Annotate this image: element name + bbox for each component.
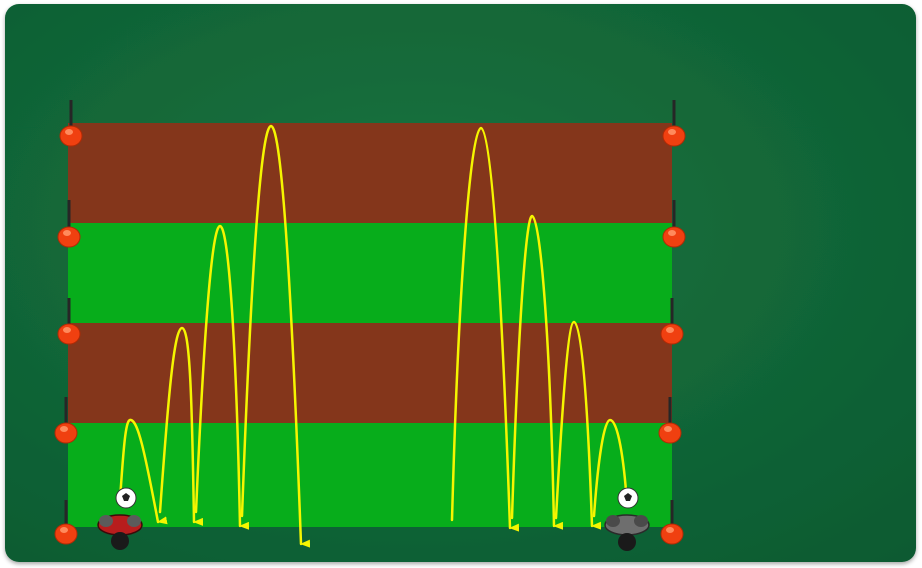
player-right: [604, 487, 650, 551]
jump-arc: [158, 326, 204, 526]
cone-marker: [57, 200, 81, 248]
left-cones: [54, 100, 83, 545]
cone-marker: [54, 500, 78, 545]
player-head: [618, 533, 636, 551]
cone-marker: [662, 200, 686, 248]
cone-marker: [59, 100, 83, 147]
stripe-green-2: [68, 423, 672, 527]
cone-marker: [660, 500, 684, 545]
jump-arc: [194, 224, 250, 530]
left-jump-arcs: [118, 124, 311, 548]
soccer-ball-icon: [115, 487, 137, 509]
jump-arc: [240, 124, 311, 548]
right-cones: [658, 100, 686, 545]
cone-marker: [658, 397, 682, 444]
player-left: [97, 487, 143, 550]
cone-marker: [54, 397, 78, 444]
stripe-red-2: [68, 323, 672, 423]
stripe-red-1: [68, 123, 672, 223]
right-jump-arcs: [450, 126, 629, 532]
cone-marker: [662, 100, 686, 147]
cone-marker: [660, 298, 684, 345]
field: [68, 123, 672, 527]
player-head: [111, 532, 129, 550]
jump-arc: [510, 214, 564, 530]
jump-arc: [450, 126, 520, 532]
jump-arc: [592, 418, 629, 518]
jump-arc: [554, 320, 602, 530]
soccer-ball-icon: [617, 487, 639, 509]
stripe-green-1: [68, 223, 672, 323]
cone-marker: [57, 298, 81, 345]
jump-arc: [118, 418, 168, 525]
